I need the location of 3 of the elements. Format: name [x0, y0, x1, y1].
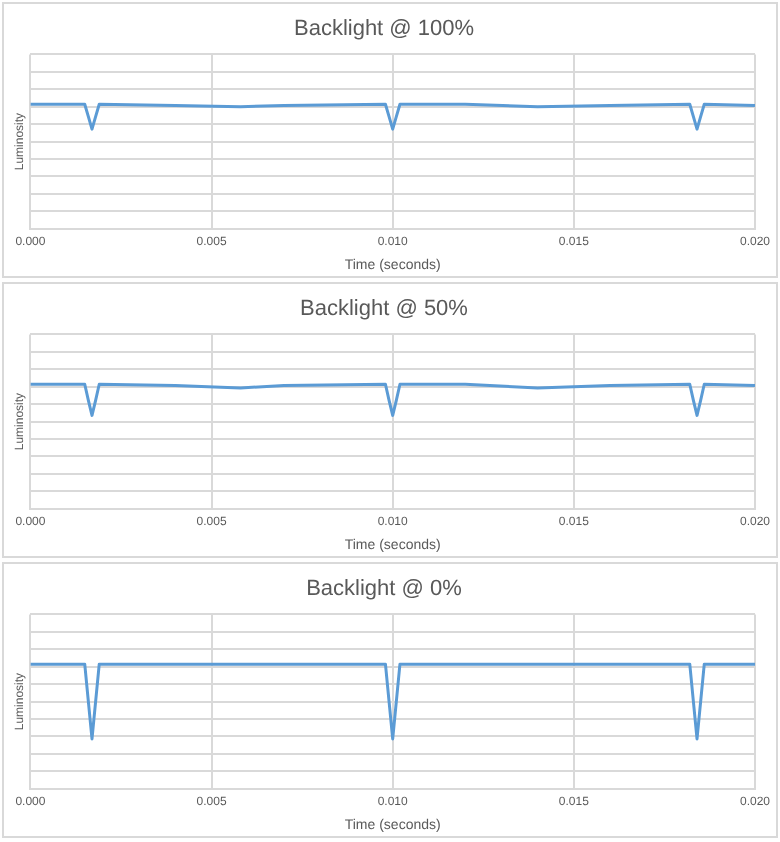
- chart-title: Backlight @ 100%: [293, 17, 475, 42]
- chart-title: Backlight @ 0%: [306, 577, 463, 602]
- chart-title: Backlight @ 50%: [300, 297, 469, 322]
